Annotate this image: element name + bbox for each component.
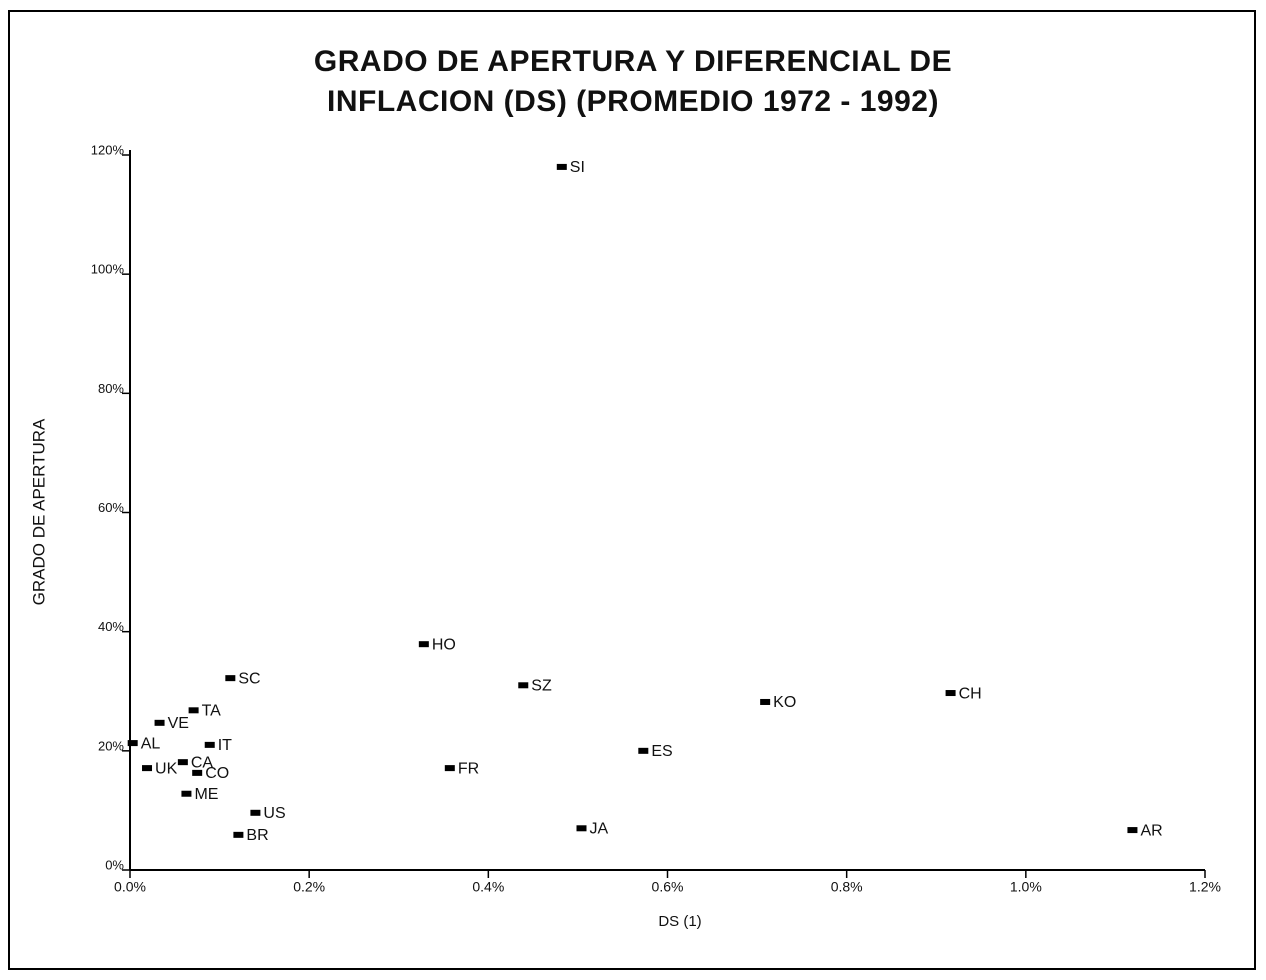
- chart-title: GRADO DE APERTURA Y DIFERENCIAL DE INFLA…: [313, 45, 953, 118]
- x-tick-label: 0.6%: [652, 879, 684, 895]
- point-label: SI: [570, 159, 585, 176]
- point: [225, 675, 236, 682]
- x-tick-label: 0.0%: [114, 879, 146, 895]
- point: [192, 769, 203, 776]
- x-tick-label: 1.2%: [1189, 879, 1221, 895]
- point: [418, 641, 429, 648]
- point-label: AL: [141, 735, 161, 752]
- point-label: HO: [432, 636, 456, 653]
- point-label: AR: [1140, 822, 1162, 839]
- y-axis-label: GRADO DE APERTURA: [29, 418, 48, 605]
- point: [154, 719, 165, 726]
- y-tick-label: 40%: [98, 619, 124, 634]
- x-tick-label: 0.2%: [293, 879, 325, 895]
- y-tick-label: 100%: [91, 262, 125, 277]
- point: [576, 825, 587, 832]
- point-label: CA: [191, 754, 214, 771]
- point-label: FR: [458, 760, 479, 777]
- point-label: UK: [155, 760, 178, 777]
- y-tick-label: 60%: [98, 500, 124, 515]
- point: [177, 759, 188, 766]
- x-tick-label: 0.4%: [472, 879, 504, 895]
- point-label: ME: [194, 786, 218, 803]
- point: [1127, 827, 1138, 834]
- point-label: CH: [959, 685, 982, 702]
- point-label: IT: [218, 737, 232, 754]
- y-tick-label: 80%: [98, 381, 124, 396]
- point-label: SC: [238, 670, 260, 687]
- point-label: VE: [168, 715, 189, 732]
- point: [250, 809, 261, 816]
- x-tick-label: 1.0%: [1010, 879, 1042, 895]
- point: [556, 163, 567, 170]
- frame: [8, 10, 1256, 970]
- point: [181, 790, 192, 797]
- point-label: KO: [773, 694, 796, 711]
- point: [233, 831, 244, 838]
- point-label: US: [263, 805, 285, 822]
- point: [760, 698, 771, 705]
- point-label: CO: [205, 765, 229, 782]
- point-label: JA: [590, 821, 609, 838]
- point: [127, 740, 138, 747]
- y-tick-label: 120%: [91, 142, 125, 157]
- point: [142, 765, 153, 772]
- point: [518, 682, 529, 689]
- point-label: BR: [246, 827, 268, 844]
- point: [188, 707, 199, 714]
- y-tick-label: 20%: [98, 738, 124, 753]
- point: [638, 747, 649, 754]
- point-label: SZ: [531, 678, 552, 695]
- point-label: TA: [202, 703, 222, 720]
- y-tick-label: 0%: [105, 857, 124, 872]
- x-tick-label: 0.8%: [831, 879, 863, 895]
- point: [204, 741, 215, 748]
- x-axis-label: DS (1): [658, 913, 701, 930]
- point: [444, 765, 455, 772]
- point-label: ES: [651, 743, 672, 760]
- point: [945, 690, 956, 697]
